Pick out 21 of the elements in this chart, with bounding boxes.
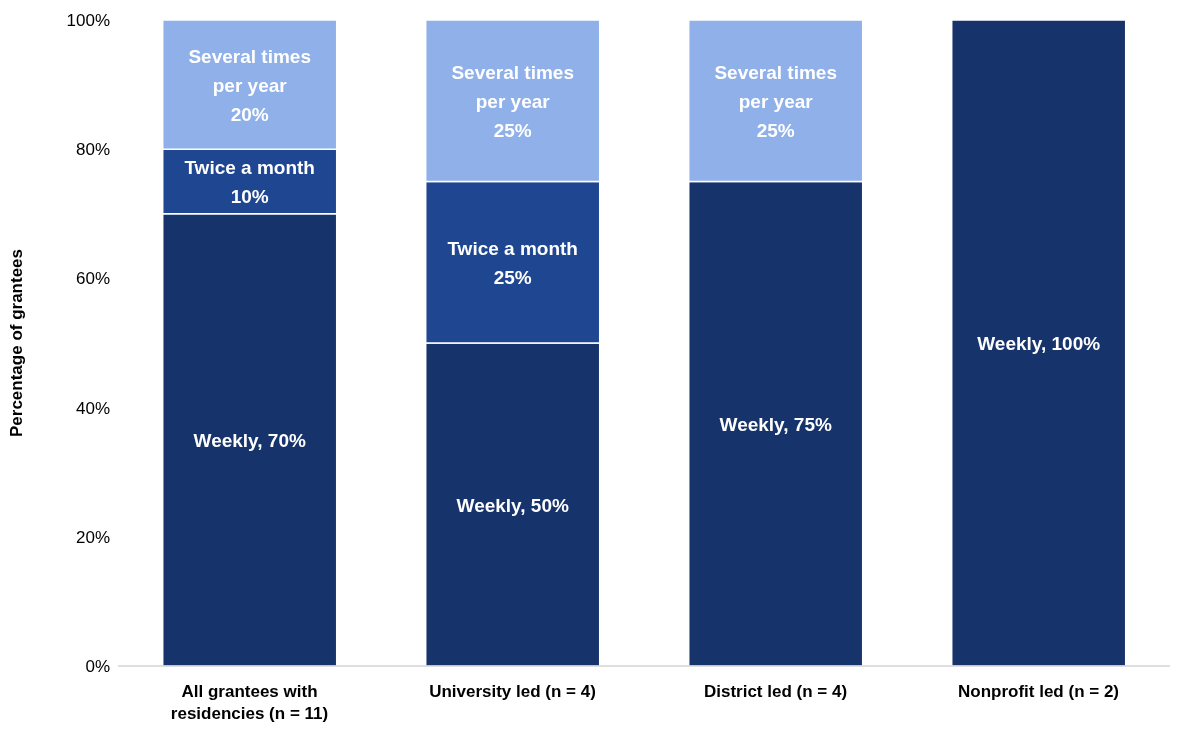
data-label: Several times per year 25% <box>451 61 574 141</box>
data-label: Weekly, 100% <box>977 332 1101 354</box>
y-tick-label: 40% <box>75 398 110 418</box>
x-tick-label: Nonprofit led (n = 2) <box>957 682 1120 702</box>
data-label: Twice a month 25% <box>447 237 578 288</box>
y-tick-label: 20% <box>75 527 110 547</box>
data-label: Weekly, 50% <box>456 494 569 515</box>
y-tick-label: 0% <box>85 657 110 677</box>
x-tick-label: District led (n = 4) <box>703 682 848 702</box>
data-label: Weekly, 70% <box>193 429 306 451</box>
data-label: Twice a month 10% <box>184 156 315 207</box>
data-label: Weekly, 75% <box>719 413 832 435</box>
y-axis-title: Percentage of grantees <box>7 248 27 438</box>
y-tick-label: 100% <box>66 11 110 31</box>
y-tick-label: 80% <box>75 140 110 160</box>
y-tick-label: 60% <box>75 269 110 289</box>
x-tick-label: University led (n = 4) <box>429 682 596 702</box>
data-label: Several times per year 25% <box>714 61 837 141</box>
data-label: Several times per year 20% <box>188 45 311 125</box>
x-tick-label: All grantees with residencies (n = 11) <box>170 682 329 724</box>
bar <box>950 20 1127 666</box>
